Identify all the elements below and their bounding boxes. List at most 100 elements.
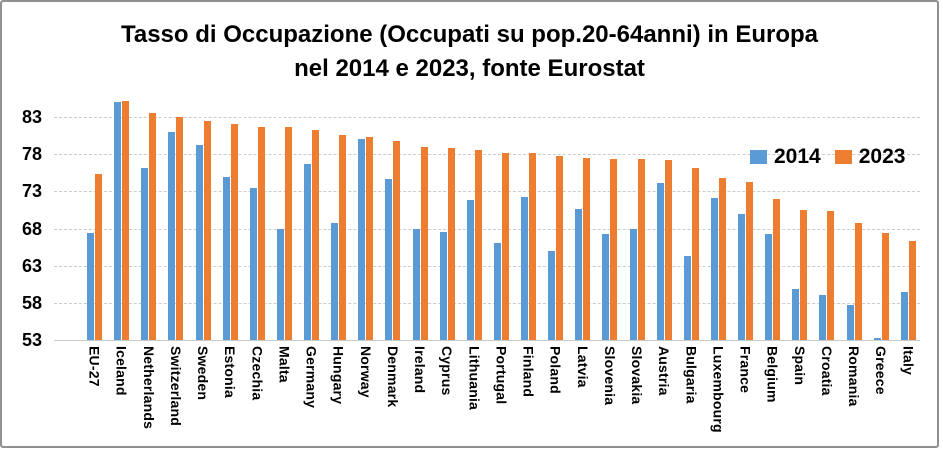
- x-axis-label-slovenia: Slovenia: [601, 346, 618, 406]
- x-label-slot: Luxembourg: [705, 346, 732, 446]
- legend-swatch-icon: [834, 149, 852, 164]
- bar-2014-croatia: [819, 294, 827, 340]
- bar-2014-romania: [846, 305, 854, 340]
- bar-2014-iceland: [114, 102, 122, 340]
- bar-2014-cyprus: [439, 231, 447, 340]
- bar-group-austria: [651, 2, 678, 340]
- bar-2014-france: [738, 214, 746, 340]
- x-axis-line: [54, 340, 920, 341]
- bar-2014-luxembourg: [710, 198, 718, 340]
- bar-2014-italy: [900, 292, 908, 340]
- y-tick-label-78: 78: [21, 144, 42, 165]
- x-axis-label-italy: Italy: [900, 346, 917, 376]
- bar-2014-estonia: [222, 177, 230, 340]
- legend-label-2014: 2014: [774, 145, 821, 168]
- bar-group-czechia: [244, 2, 271, 340]
- x-axis-label-hungary: Hungary: [330, 346, 347, 405]
- bar-2023-estonia: [230, 123, 238, 340]
- bar-2023-eu-27: [95, 174, 103, 340]
- x-axis-label-estonia: Estonia: [222, 346, 239, 398]
- x-label-slot: Denmark: [379, 346, 406, 446]
- x-label-slot: Hungary: [325, 346, 352, 446]
- x-label-slot: Italy: [895, 346, 922, 446]
- chart-title-line2: nel 2014 e 2023, fonte Eurostat: [294, 55, 645, 82]
- bar-2014-norway: [358, 138, 366, 340]
- x-label-slot: Greece: [868, 346, 895, 446]
- bar-2023-iceland: [122, 101, 130, 340]
- bar-group-malta: [271, 2, 298, 340]
- x-label-slot: EU-27: [81, 346, 108, 446]
- bar-group-ireland: [407, 2, 434, 340]
- bar-group-poland: [542, 2, 569, 340]
- x-label-slot: Ireland: [407, 346, 434, 446]
- bar-group-slovenia: [596, 2, 623, 340]
- x-label-slot: Cyprus: [434, 346, 461, 446]
- bar-2014-hungary: [331, 222, 339, 340]
- bar-2023-hungary: [339, 134, 347, 340]
- x-axis-label-france: France: [737, 346, 754, 394]
- x-axis-label-finland: Finland: [520, 346, 537, 398]
- bar-2014-slovenia: [602, 233, 610, 340]
- x-label-slot: Finland: [515, 346, 542, 446]
- bar-2023-italy: [908, 241, 916, 340]
- bar-2014-spain: [792, 288, 800, 340]
- x-axis-label-czechia: Czechia: [249, 346, 266, 401]
- bar-group-spain: [786, 2, 813, 340]
- x-label-slot: Portugal: [488, 346, 515, 446]
- bar-group-slovakia: [624, 2, 651, 340]
- y-tick-label-68: 68: [21, 218, 42, 239]
- bar-2023-denmark: [393, 140, 401, 340]
- bar-2014-poland: [548, 250, 556, 340]
- y-tick-label-53: 53: [21, 330, 42, 350]
- x-label-slot: Malta: [271, 346, 298, 446]
- gridline-78: [54, 154, 920, 156]
- x-axis-label-ireland: Ireland: [412, 346, 429, 394]
- x-label-slot: Czechia: [244, 346, 271, 446]
- bar-2014-germany: [304, 163, 312, 340]
- bar-2023-sweden: [203, 120, 211, 340]
- bar-2023-czechia: [257, 126, 265, 340]
- bar-2014-sweden: [195, 145, 203, 340]
- bar-2014-lithuania: [466, 200, 474, 340]
- bar-group-belgium: [759, 2, 786, 340]
- bar-2014-slovakia: [629, 229, 637, 340]
- x-axis-label-poland: Poland: [547, 346, 564, 394]
- x-axis-label-eu-27: EU-27: [86, 346, 103, 387]
- legend-label-2023: 2023: [858, 145, 906, 168]
- bar-group-norway: [352, 2, 379, 340]
- bar-group-luxembourg: [705, 2, 732, 340]
- bar-2023-portugal: [501, 152, 509, 340]
- x-axis-label-belgium: Belgium: [764, 346, 781, 403]
- gridline-73: [54, 191, 920, 193]
- bar-2014-bulgaria: [683, 256, 691, 340]
- x-label-slot: Romania: [841, 346, 868, 446]
- bar-2014-malta: [276, 229, 284, 340]
- bar-2014-netherlands: [141, 167, 149, 340]
- bar-group-cyprus: [434, 2, 461, 340]
- bar-group-netherlands: [135, 2, 162, 340]
- x-label-slot: Croatia: [813, 346, 840, 446]
- x-label-slot: Poland: [542, 346, 569, 446]
- bar-2023-lithuania: [474, 150, 482, 340]
- y-tick-label-63: 63: [21, 255, 42, 276]
- x-axis-label-lithuania: Lithuania: [466, 346, 483, 411]
- bar-2014-switzerland: [168, 131, 176, 340]
- bar-2014-austria: [656, 183, 664, 340]
- x-axis-label-luxembourg: Luxembourg: [710, 346, 727, 433]
- x-label-slot: Belgium: [759, 346, 786, 446]
- x-axis-label-switzerland: Switzerland: [167, 346, 184, 426]
- bars-area: [81, 2, 922, 340]
- gridline-63: [54, 265, 920, 267]
- bar-group-eu-27: [81, 2, 108, 340]
- x-label-slot: Sweden: [190, 346, 217, 446]
- bar-2023-slovenia: [610, 158, 618, 340]
- x-label-slot: Bulgaria: [678, 346, 705, 446]
- x-label-slot: Austria: [651, 346, 678, 446]
- gridline-83: [54, 117, 920, 118]
- x-label-slot: Spain: [786, 346, 813, 446]
- x-axis-label-slovakia: Slovakia: [629, 346, 646, 405]
- bar-group-lithuania: [461, 2, 488, 340]
- bar-group-romania: [841, 2, 868, 340]
- legend-item-2023: 2023: [834, 145, 906, 168]
